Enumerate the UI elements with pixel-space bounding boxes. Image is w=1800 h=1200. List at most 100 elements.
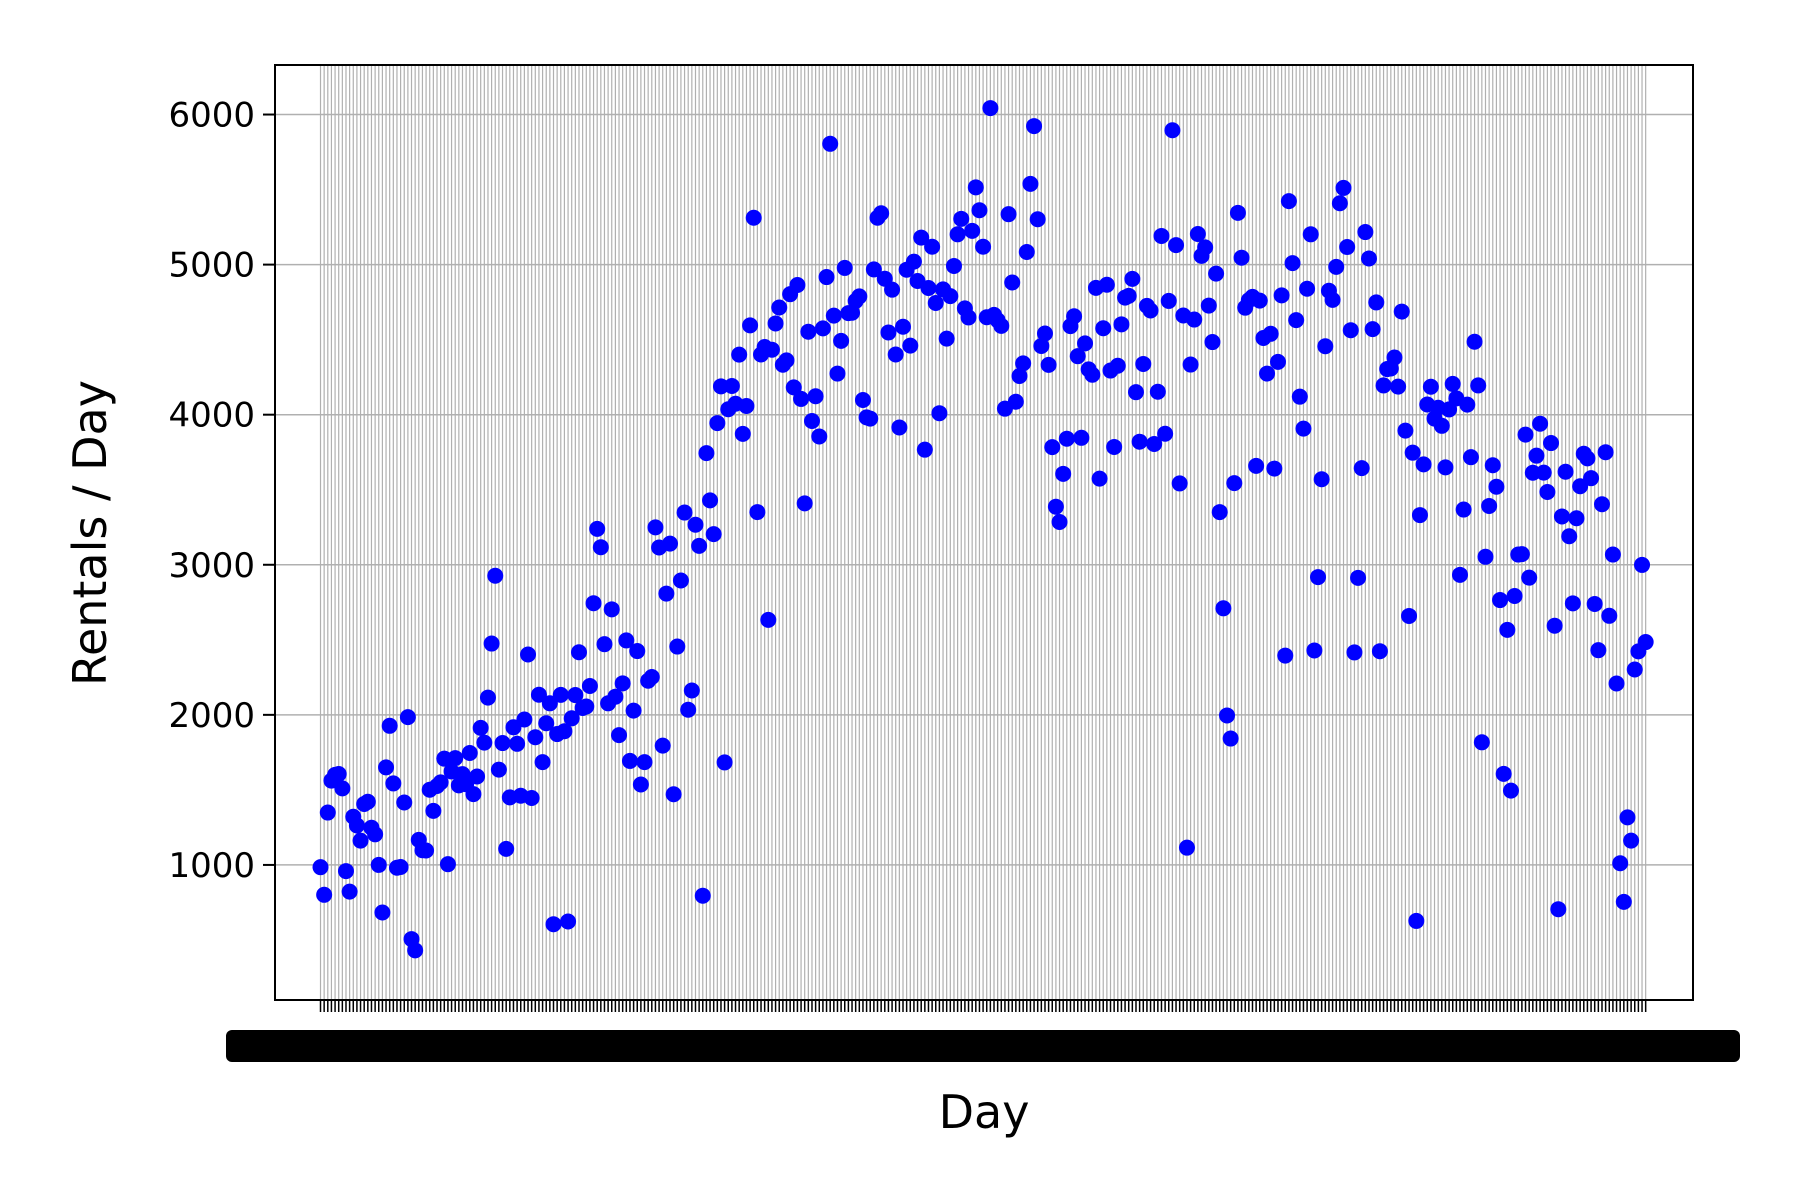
- data-point: [665, 786, 682, 803]
- data-point: [381, 717, 398, 734]
- data-point: [1113, 316, 1130, 333]
- data-point: [1586, 595, 1603, 612]
- data-point: [527, 729, 544, 746]
- data-point: [1313, 471, 1330, 488]
- data-point: [723, 378, 740, 395]
- data-point: [1178, 839, 1195, 856]
- data-point: [1044, 439, 1061, 456]
- data-point: [385, 775, 402, 792]
- data-point: [1146, 435, 1163, 452]
- data-point: [603, 601, 620, 618]
- data-point: [1470, 377, 1487, 394]
- data-point: [1026, 118, 1043, 135]
- data-point: [818, 269, 835, 286]
- data-point: [785, 379, 802, 396]
- data-point: [472, 719, 489, 736]
- data-point: [1433, 417, 1450, 434]
- data-point: [1532, 415, 1549, 432]
- data-point: [1368, 294, 1385, 311]
- data-point: [1335, 179, 1352, 196]
- data-point: [1259, 365, 1276, 382]
- data-point: [691, 537, 708, 554]
- data-point: [352, 832, 369, 849]
- data-point: [1339, 239, 1356, 256]
- data-point: [742, 317, 759, 334]
- data-point: [1291, 388, 1308, 405]
- data-point: [330, 765, 347, 782]
- data-point: [643, 669, 660, 686]
- data-point: [698, 445, 715, 462]
- y-tick-label: 3000: [168, 546, 255, 586]
- data-point: [851, 288, 868, 305]
- data-point: [520, 646, 537, 663]
- data-point: [312, 859, 329, 876]
- data-point: [552, 686, 569, 703]
- data-point: [1127, 384, 1144, 401]
- data-point: [319, 804, 336, 821]
- data-point: [1411, 507, 1428, 524]
- data-point: [1168, 237, 1185, 254]
- data-point: [924, 238, 941, 255]
- data-point: [1415, 456, 1432, 473]
- data-point: [1120, 287, 1137, 304]
- data-point: [1619, 809, 1636, 826]
- data-point: [1346, 644, 1363, 661]
- data-point: [596, 636, 613, 653]
- data-point: [807, 388, 824, 405]
- data-point: [1131, 433, 1148, 450]
- data-point: [1160, 292, 1177, 309]
- data-point: [1331, 195, 1348, 212]
- data-point: [636, 754, 653, 771]
- data-point: [1040, 356, 1057, 373]
- data-point: [891, 419, 908, 436]
- data-point: [938, 330, 955, 347]
- y-tick-label: 5000: [168, 246, 255, 286]
- data-point: [716, 754, 733, 771]
- data-point: [683, 682, 700, 699]
- data-point: [1499, 621, 1516, 638]
- data-point: [1077, 335, 1094, 352]
- data-point: [581, 678, 598, 695]
- data-point: [607, 688, 624, 705]
- data-point: [530, 686, 547, 703]
- data-point: [905, 253, 922, 270]
- data-point: [560, 913, 577, 930]
- data-point: [585, 595, 602, 612]
- data-point: [439, 856, 456, 873]
- data-point: [1248, 457, 1265, 474]
- data-point: [367, 826, 384, 843]
- data-point: [1353, 460, 1370, 477]
- data-point: [982, 100, 999, 117]
- data-point: [1273, 287, 1290, 304]
- data-point: [1521, 569, 1538, 586]
- data-point: [1634, 556, 1651, 573]
- data-point: [1036, 325, 1053, 342]
- data-point: [1222, 730, 1239, 747]
- data-point: [1546, 617, 1563, 634]
- data-point: [1397, 422, 1414, 439]
- data-point: [745, 209, 762, 226]
- data-point: [763, 341, 780, 358]
- data-point: [1481, 497, 1498, 514]
- data-point: [1390, 378, 1407, 395]
- data-point: [348, 817, 365, 834]
- data-point: [1295, 420, 1312, 437]
- data-point: [931, 405, 948, 422]
- data-point: [534, 754, 551, 771]
- data-point: [1302, 226, 1319, 243]
- data-point: [945, 257, 962, 274]
- y-ticks: 1000 2000 3000 4000 5000 6000: [168, 96, 275, 886]
- data-point: [1360, 250, 1377, 267]
- data-point: [865, 261, 882, 278]
- data-point: [1623, 832, 1640, 849]
- data-point: [509, 735, 526, 752]
- data-point: [1543, 435, 1560, 452]
- data-point: [469, 768, 486, 785]
- data-point: [1098, 276, 1115, 293]
- data-point: [1299, 280, 1316, 297]
- data-point: [738, 397, 755, 414]
- data-point: [702, 492, 719, 509]
- data-point: [1204, 334, 1221, 351]
- data-point: [490, 761, 507, 778]
- data-point: [1219, 707, 1236, 724]
